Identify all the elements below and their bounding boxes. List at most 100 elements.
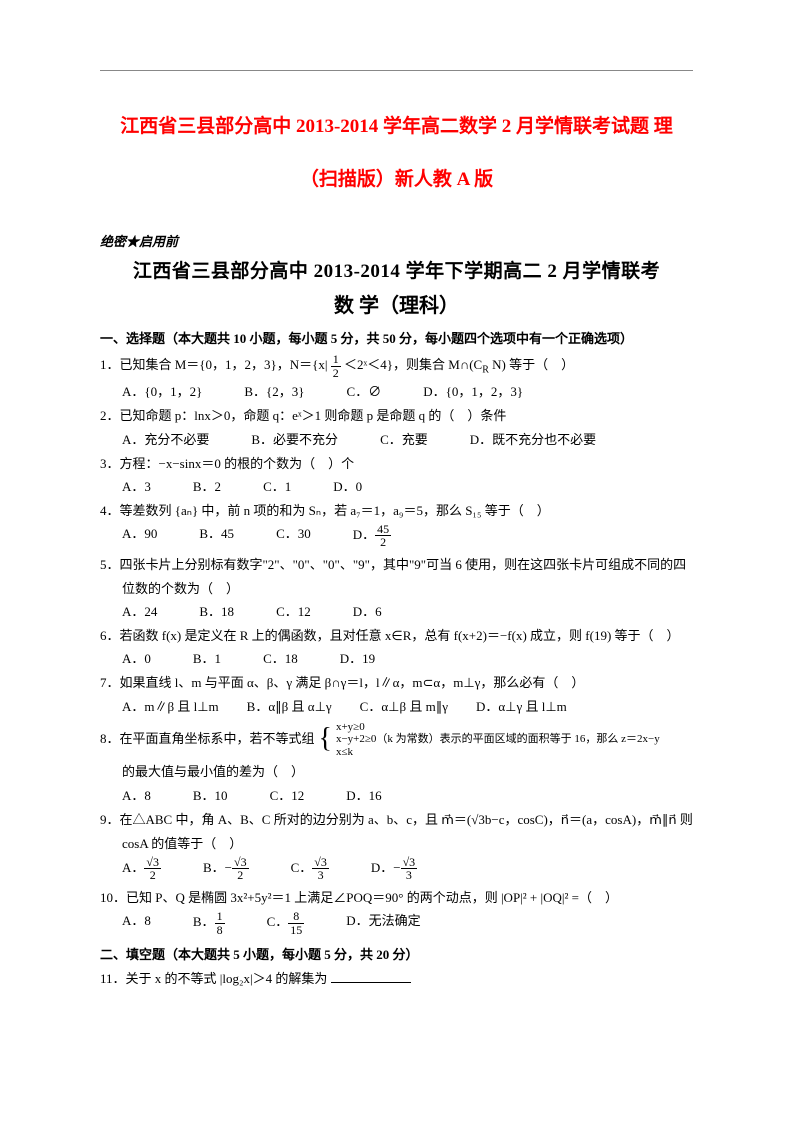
q2-a: A．充分不必要 <box>122 429 209 448</box>
q9-b-n: √3 <box>232 856 249 870</box>
q1-options: A．{0，1，2} B．{2，3} C．∅ D．{0，1，2，3} <box>122 381 693 400</box>
q10-c-d: 15 <box>288 924 304 937</box>
question-9: 9．在△ABC 中，角 A、B、C 所对的边分别为 a、b、c，且 m⃗＝(√3… <box>100 810 693 830</box>
question-2: 2．已知命题 p：lnx＞0，命题 q：eˣ＞1 则命题 p 是命题 q 的（ … <box>100 406 693 426</box>
q8-c: C．12 <box>270 785 305 804</box>
q10-c-pre: C． <box>267 914 289 929</box>
q9-c: C．√33 <box>291 856 329 882</box>
q5-c: C．12 <box>276 601 311 620</box>
q7-b: B．α∥β 且 α⊥γ <box>247 696 332 715</box>
q10-c-frac: 815 <box>288 910 304 936</box>
q9-options: A．√32 B．−√32 C．√33 D．−√33 <box>122 856 693 882</box>
q4-options: A．90 B．45 C．30 D．452 <box>122 523 693 549</box>
q5-options: A．24 B．18 C．12 D．6 <box>122 601 693 620</box>
q8-stem-a: 8．在平面直角坐标系中，若不等式组 <box>100 729 315 749</box>
q10-c: C．815 <box>267 910 305 936</box>
q8-b2: x−y+2≥0（k 为常数）表示的平面区域的面积等于 16，那么 z＝2x−y <box>336 733 660 746</box>
q9-d-d: 3 <box>401 869 418 882</box>
q4-d-den: 2 <box>375 536 391 549</box>
q5-a: A．24 <box>122 601 157 620</box>
q1-stem-a: 1．已知集合 M＝{0，1，2，3}，N＝{x| <box>100 357 328 372</box>
q7-a: A．m∥β 且 l⊥m <box>122 696 219 715</box>
q6-options: A．0 B．1 C．18 D．19 <box>122 648 693 667</box>
q7-d: D．α⊥γ 且 l⊥m <box>476 696 567 715</box>
q8-brace-group: x+y≥0 x−y+2≥0（k 为常数）表示的平面区域的面积等于 16，那么 z… <box>336 721 660 759</box>
q9-b-pre: B．− <box>203 860 232 875</box>
q1-stem-b: ＜2ˣ＜4}，则集合 M∩(C <box>344 357 482 372</box>
section-2-head: 二、填空题（本大题共 5 小题，每小题 5 分，共 20 分） <box>100 944 693 963</box>
q7-options: A．m∥β 且 l⊥m B．α∥β 且 α⊥γ C．α⊥β 且 m∥γ D．α⊥… <box>122 696 693 715</box>
q5-d: D．6 <box>353 601 382 620</box>
q8-a: A．8 <box>122 785 151 804</box>
q4-d: D．452 <box>353 523 391 549</box>
question-7: 7．如果直线 l、m 与平面 α、β、γ 满足 β∩γ＝l，l∥α，m⊂α，m⊥… <box>100 673 693 693</box>
q1-stem-c: N) 等于（ ） <box>492 357 574 372</box>
q8-b: B．10 <box>193 785 228 804</box>
confidential-note: 绝密★启用前 <box>100 231 693 250</box>
q6-b: B．1 <box>193 648 221 667</box>
q10-d: D．无法确定 <box>346 910 420 936</box>
q4-d-num: 45 <box>375 523 391 537</box>
q3-c: C．1 <box>263 476 291 495</box>
q9-d-frac: √33 <box>401 856 418 882</box>
q10-b-d: 8 <box>215 924 225 937</box>
q3-options: A．3 B．2 C．1 D．0 <box>122 476 693 495</box>
q3-b: B．2 <box>193 476 221 495</box>
exam-subject: 数 学（理科） <box>100 289 693 318</box>
q9-c-d: 3 <box>312 869 329 882</box>
q9-d: D．−√33 <box>371 856 417 882</box>
q4-b: B．45 <box>199 523 234 549</box>
question-9-cont: cosA 的值等于（ ） <box>122 834 693 854</box>
q9-a: A．√32 <box>122 856 161 882</box>
q1-a: A．{0，1，2} <box>122 381 202 400</box>
q9-b-frac: √32 <box>232 856 249 882</box>
brace-icon: { <box>319 728 332 750</box>
q9-c-n: √3 <box>312 856 329 870</box>
q9-a-pre: A． <box>122 860 144 875</box>
q9-a-d: 2 <box>144 869 161 882</box>
q8-options: A．8 B．10 C．12 D．16 <box>122 785 693 804</box>
frac-half: 12 <box>331 353 341 379</box>
sub-r: R <box>482 365 489 376</box>
q2-c: C．充要 <box>380 429 428 448</box>
section-1-head: 一、选择题（本大题共 10 小题，每小题 5 分，共 50 分，每小题四个选项中… <box>100 328 693 347</box>
q9-d-pre: D．− <box>371 860 401 875</box>
q10-a: A．8 <box>122 910 151 936</box>
question-3: 3．方程：−x−sinx＝0 的根的个数为（ ）个 <box>100 454 693 474</box>
q1-c: C．∅ <box>347 381 382 400</box>
q2-b: B．必要不充分 <box>251 429 338 448</box>
q3-d: D．0 <box>333 476 362 495</box>
q8-b1: x+y≥0 <box>336 721 660 734</box>
q3-a: A．3 <box>122 476 151 495</box>
exam-title: 江西省三县部分高中 2013-2014 学年下学期高二 2 月学情联考 <box>100 256 693 283</box>
top-rule <box>100 70 693 71</box>
question-8: 8．在平面直角坐标系中，若不等式组 { x+y≥0 x−y+2≥0（k 为常数）… <box>100 721 693 759</box>
question-4: 4．等差数列 {aₙ} 中，前 n 项的和为 Sₙ，若 a₇＝1，a₉＝5，那么… <box>100 501 693 521</box>
q8-b3: x≤k <box>336 746 660 759</box>
q4-c: C．30 <box>276 523 311 549</box>
q6-d: D．19 <box>340 648 375 667</box>
q9-a-n: √3 <box>144 856 161 870</box>
doc-subtitle: （扫描版）新人教 A 版 <box>100 164 693 191</box>
q9-b: B．−√32 <box>203 856 249 882</box>
q4-d-pre: D． <box>353 527 375 542</box>
q10-b-frac: 18 <box>215 910 225 936</box>
q5-b: B．18 <box>199 601 234 620</box>
q7-c: C．α⊥β 且 m∥γ <box>360 696 448 715</box>
q9-a-frac: √32 <box>144 856 161 882</box>
blank-line <box>331 982 411 983</box>
q2-d: D．既不充分也不必要 <box>470 429 596 448</box>
q9-b-d: 2 <box>232 869 249 882</box>
q10-b-n: 1 <box>215 910 225 924</box>
question-5: 5．四张卡片上分别标有数字"2"、"0"、"0"、"9"，其中"9"可当 6 使… <box>100 555 693 575</box>
question-10: 10．已知 P、Q 是椭圆 3x²+5y²＝1 上满足∠POQ＝90° 的两个动… <box>100 888 693 908</box>
q9-c-pre: C． <box>291 860 313 875</box>
q1-d: D．{0，1，2，3} <box>423 381 523 400</box>
doc-title: 江西省三县部分高中 2013-2014 学年高二数学 2 月学情联考试题 理 <box>100 110 693 144</box>
q10-b-pre: B． <box>193 914 215 929</box>
q11-stem: 11．关于 x 的不等式 |log₂x|＞4 的解集为 <box>100 971 327 986</box>
q4-a: A．90 <box>122 523 157 549</box>
q1-b: B．{2，3} <box>244 381 304 400</box>
q9-c-frac: √33 <box>312 856 329 882</box>
question-6: 6．若函数 f(x) 是定义在 R 上的偶函数，且对任意 x∈R，总有 f(x+… <box>100 626 693 646</box>
